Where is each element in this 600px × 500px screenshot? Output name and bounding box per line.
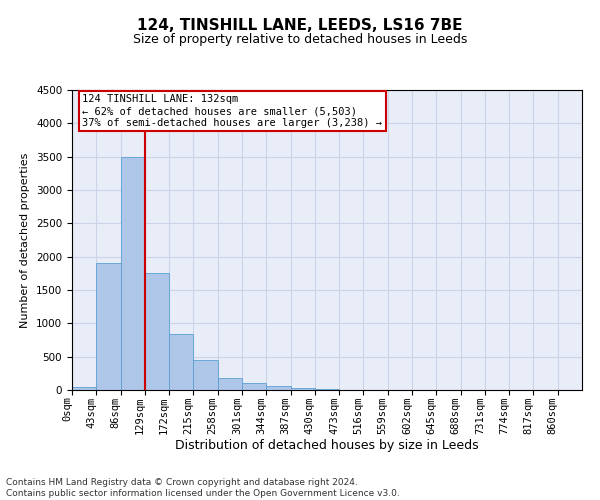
- Text: 124, TINSHILL LANE, LEEDS, LS16 7BE: 124, TINSHILL LANE, LEEDS, LS16 7BE: [137, 18, 463, 32]
- Text: 124 TINSHILL LANE: 132sqm
← 62% of detached houses are smaller (5,503)
37% of se: 124 TINSHILL LANE: 132sqm ← 62% of detac…: [82, 94, 382, 128]
- Bar: [315, 389, 339, 390]
- Bar: [72, 388, 96, 390]
- Bar: [169, 334, 193, 390]
- Bar: [266, 386, 290, 390]
- Text: Size of property relative to detached houses in Leeds: Size of property relative to detached ho…: [133, 32, 467, 46]
- Bar: [121, 156, 145, 390]
- Bar: [193, 360, 218, 390]
- Y-axis label: Number of detached properties: Number of detached properties: [20, 152, 31, 328]
- Bar: [218, 378, 242, 390]
- Bar: [145, 274, 169, 390]
- Bar: [290, 388, 315, 390]
- X-axis label: Distribution of detached houses by size in Leeds: Distribution of detached houses by size …: [175, 440, 479, 452]
- Bar: [96, 264, 121, 390]
- Text: Contains HM Land Registry data © Crown copyright and database right 2024.
Contai: Contains HM Land Registry data © Crown c…: [6, 478, 400, 498]
- Bar: [242, 384, 266, 390]
